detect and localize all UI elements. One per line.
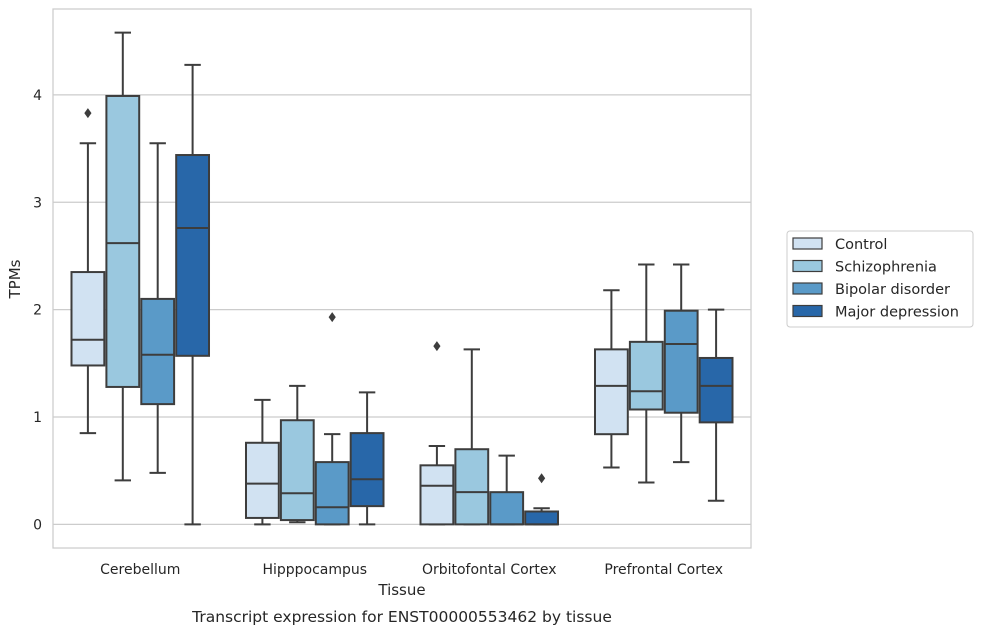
iqr-box (175, 154, 211, 357)
iqr-box (524, 510, 560, 526)
x-axis-title: Tissue (377, 581, 425, 599)
box-schizophrenia (628, 263, 664, 484)
iqr-box (489, 491, 525, 526)
box-control (244, 398, 280, 526)
legend-frame (786, 230, 974, 328)
box-major-depression (175, 63, 211, 526)
iqr-box (628, 340, 664, 411)
box-bipolar-disorder (663, 263, 699, 464)
box-schizophrenia (105, 31, 141, 482)
iqr-box (244, 441, 280, 519)
box-control (593, 289, 629, 469)
box-major-depression (524, 473, 560, 526)
y-tick-labels: 0 1 2 3 4 (33, 88, 42, 533)
iqr-box (314, 461, 350, 526)
iqr-box (698, 356, 734, 424)
figure-caption: Transcript expression for ENST0000055346… (191, 608, 612, 626)
y-tick-label: 3 (33, 195, 42, 211)
x-tick-label: Cerebellum (100, 562, 180, 578)
box-schizophrenia (454, 348, 490, 526)
box-bipolar-disorder (314, 312, 350, 526)
box-bipolar-disorder (489, 454, 525, 526)
box-layer (70, 31, 734, 526)
y-tick-label: 2 (33, 303, 42, 319)
legend-label: Control (835, 237, 887, 253)
y-axis-title: TPMs (6, 259, 24, 299)
legend-swatch (792, 237, 823, 250)
legend-label: Schizophrenia (835, 260, 937, 276)
iqr-box (593, 348, 629, 436)
box-control (70, 108, 106, 435)
iqr-box (140, 297, 176, 406)
x-tick-label: Prefrontal Cortex (604, 562, 723, 578)
outlier-point (538, 473, 546, 484)
box-schizophrenia (279, 384, 315, 524)
iqr-box (70, 271, 106, 367)
outlier-point (84, 108, 92, 119)
y-tick-label: 1 (33, 410, 42, 426)
iqr-box (349, 432, 385, 508)
outlier-point (328, 312, 336, 323)
iqr-box (663, 309, 699, 414)
box-major-depression (349, 391, 385, 526)
iqr-box (454, 448, 490, 526)
x-tick-label: Hipppocampus (262, 562, 367, 578)
plot-area-frame (52, 8, 752, 549)
legend-swatch (792, 259, 823, 273)
x-tick-label: Orbitofontal Cortex (422, 562, 557, 578)
box-major-depression (698, 308, 734, 502)
box-control (419, 341, 455, 526)
legend-swatch (792, 304, 823, 318)
iqr-box (105, 94, 141, 388)
legend-swatch (792, 282, 823, 295)
iqr-box (279, 419, 315, 522)
box-bipolar-disorder (140, 142, 176, 474)
y-tick-label: 4 (33, 88, 42, 104)
y-tick-label: 0 (33, 517, 42, 533)
legend-label: Bipolar disorder (835, 282, 950, 298)
iqr-box (419, 464, 455, 526)
x-tick-labels: Cerebellum Hipppocampus Orbitofontal Corte… (100, 562, 723, 578)
legend: Control Schizophrenia Bipolar disorder Majo… (786, 230, 974, 328)
outlier-point (433, 341, 441, 352)
legend-label: Major depression (835, 305, 959, 321)
legend-items: Control Schizophrenia Bipolar disorder Majo… (792, 237, 959, 321)
